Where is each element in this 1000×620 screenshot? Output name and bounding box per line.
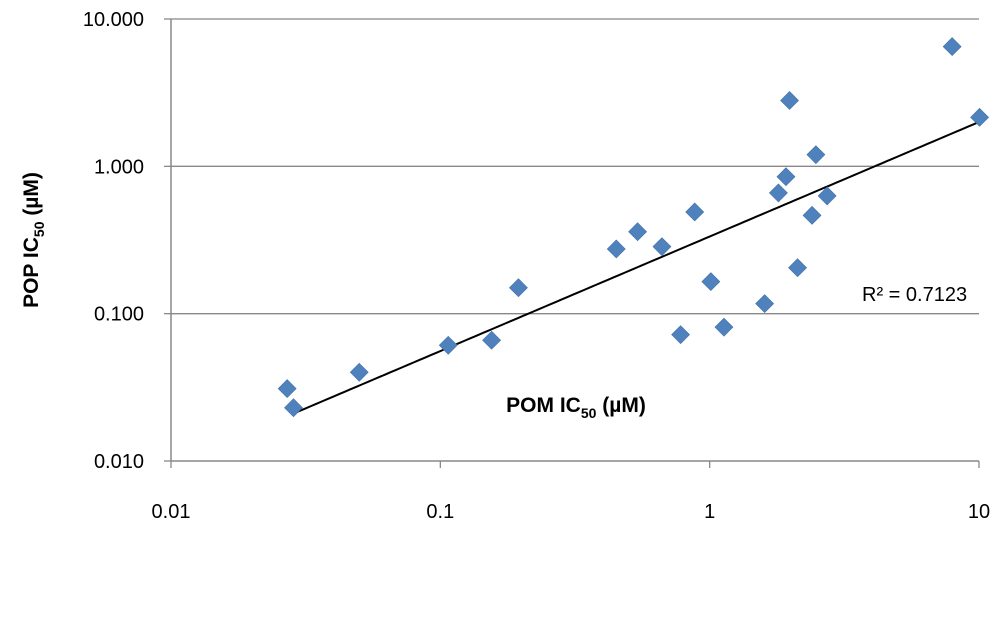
data-point <box>606 239 626 259</box>
y-axis-title: POP IC50 (µM) <box>20 172 47 308</box>
x-tick-label: 1 <box>704 501 715 523</box>
gridlines <box>171 18 979 315</box>
data-point <box>671 325 691 345</box>
y-axis-title-unit: (µM) <box>20 172 43 221</box>
x-tick-label: 0.01 <box>152 501 191 523</box>
y-axis-title-subscript: 50 <box>31 221 47 237</box>
data-point <box>817 186 837 206</box>
data-point <box>780 91 799 110</box>
data-point <box>755 294 775 314</box>
y-tick-label: 1.000 <box>94 156 144 178</box>
y-tick-label: 0.100 <box>94 304 144 326</box>
data-point <box>802 205 822 225</box>
data-point <box>349 362 369 382</box>
data-point <box>942 37 962 56</box>
x-axis-title: POM IC50 (µM) <box>506 394 646 421</box>
r-squared-annotation: R² = 0.7123 <box>862 284 967 306</box>
data-point <box>652 237 672 257</box>
x-tick-label: 0.1 <box>426 501 454 523</box>
y-tick-label: 10.000 <box>83 9 144 31</box>
data-point <box>776 167 796 187</box>
data-point <box>788 258 807 278</box>
data-point <box>685 202 705 222</box>
data-point <box>806 145 826 165</box>
data-point <box>482 330 502 350</box>
x-axis-title-unit: (µM) <box>596 394 645 417</box>
data-points <box>277 37 990 418</box>
data-point <box>284 398 303 418</box>
trendline-group <box>293 121 980 415</box>
x-tick-label: 10 <box>968 501 990 523</box>
y-axis-title-main: POP IC <box>20 237 43 308</box>
tick-labels: 0.010 0.100 1.000 10.000 0.01 0.1 1 10 <box>83 9 990 523</box>
axes <box>164 18 980 468</box>
trendline <box>293 121 980 415</box>
data-point <box>768 183 788 203</box>
x-axis-title-subscript: 50 <box>581 405 597 421</box>
data-point <box>438 335 458 355</box>
data-point <box>714 317 734 337</box>
data-point <box>701 272 721 292</box>
data-point <box>277 379 297 399</box>
data-point <box>628 222 648 242</box>
data-point <box>970 107 990 127</box>
data-point <box>509 278 528 298</box>
x-axis-title-main: POM IC <box>506 394 581 417</box>
y-tick-label: 0.010 <box>94 451 144 473</box>
